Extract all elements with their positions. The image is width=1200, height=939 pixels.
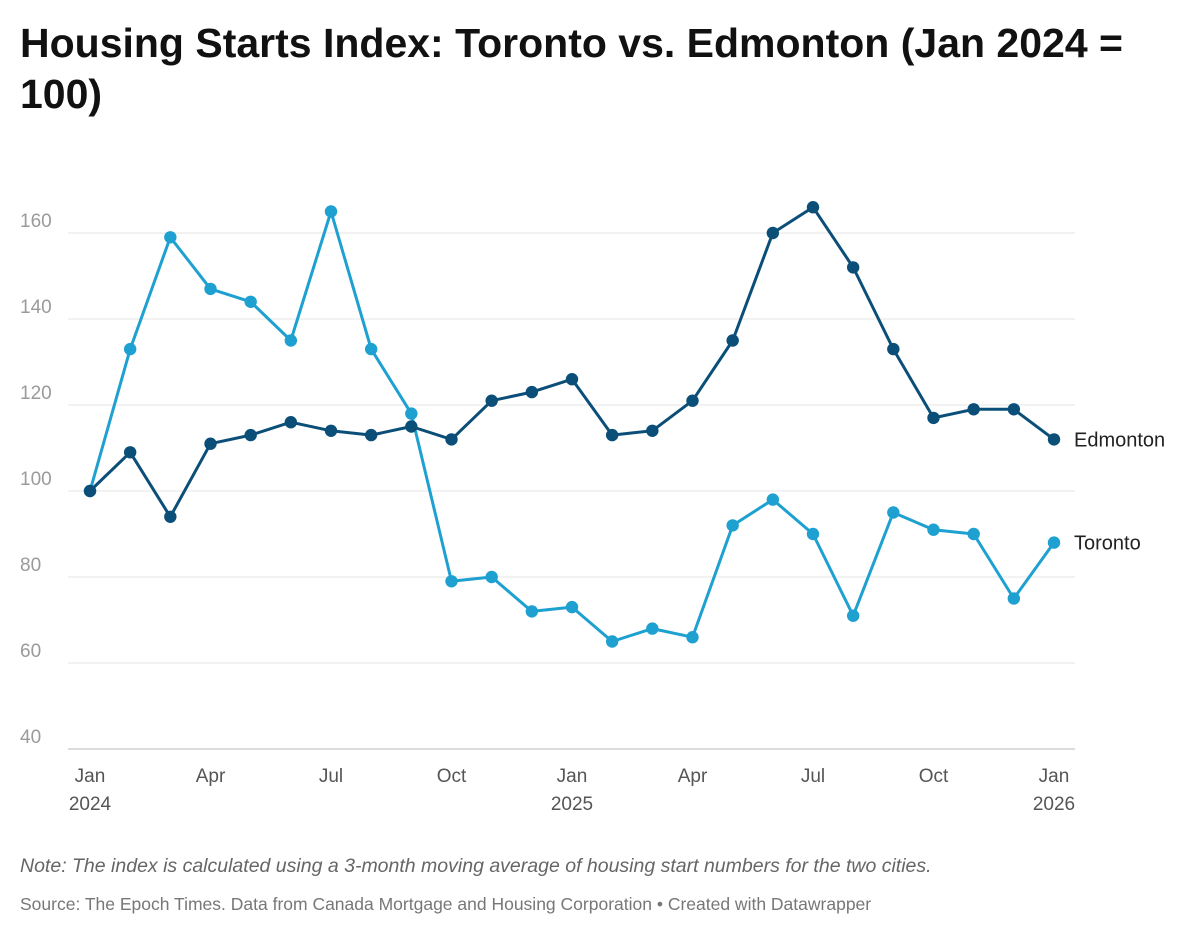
y-tick-label: 40 (20, 727, 41, 748)
y-tick-label: 80 (20, 555, 41, 576)
point-edmonton (1007, 403, 1021, 416)
point-edmonton (445, 433, 458, 446)
line-edmonton (88, 205, 1056, 519)
point-toronto (927, 523, 940, 536)
point-edmonton (204, 437, 217, 450)
point-edmonton (164, 510, 177, 523)
series-label-toronto: Toronto (1074, 533, 1141, 555)
point-edmonton (766, 226, 780, 240)
point-edmonton (244, 428, 257, 442)
series-edmonton: Edmonton (83, 201, 1165, 523)
point-toronto (1047, 536, 1061, 549)
series-toronto: Toronto (83, 205, 1141, 648)
point-edmonton (726, 334, 739, 347)
point-toronto (646, 622, 659, 635)
x-tick-year-label: 2025 (551, 794, 593, 815)
point-edmonton (646, 424, 659, 437)
point-toronto (1007, 592, 1021, 605)
y-axis: 40 60 80 100 120 140 160 (20, 211, 52, 748)
point-edmonton (405, 420, 418, 433)
x-tick-label: Jan (1039, 766, 1070, 787)
point-toronto (164, 231, 177, 244)
point-toronto (204, 282, 217, 296)
point-edmonton (686, 394, 699, 407)
point-edmonton (525, 385, 539, 399)
point-toronto (806, 527, 820, 541)
point-edmonton (605, 428, 619, 442)
point-toronto (324, 205, 338, 218)
point-edmonton (324, 424, 338, 437)
y-tick-label: 160 (20, 211, 52, 232)
chart-title: Housing Starts Index: Toronto vs. Edmont… (20, 20, 1123, 117)
chart-note: Note: The index is calculated using a 3-… (20, 855, 932, 877)
series-group: Toronto Edmonton (83, 201, 1165, 648)
point-toronto (686, 631, 699, 644)
point-toronto (887, 506, 900, 519)
y-tick-label: 60 (20, 641, 41, 662)
series-label-edmonton: Edmonton (1074, 429, 1165, 451)
x-tick-label: Jan (557, 766, 588, 787)
x-tick-label: Oct (437, 766, 467, 787)
point-toronto (525, 605, 539, 618)
point-edmonton (123, 446, 137, 459)
point-toronto (846, 609, 860, 622)
point-toronto (967, 527, 980, 541)
point-toronto (485, 570, 498, 584)
x-tick-label: Apr (196, 766, 226, 787)
point-edmonton (887, 342, 900, 356)
point-edmonton (83, 484, 97, 498)
point-edmonton (967, 403, 980, 416)
point-toronto (766, 493, 780, 506)
point-toronto (364, 342, 378, 356)
y-tick-label: 140 (20, 297, 52, 318)
point-toronto (284, 334, 298, 347)
x-axis: Jan 2024 Apr Jul Oct Jan 2025 Apr Jul Oct Jan 2026 (69, 766, 1075, 815)
point-edmonton (1047, 433, 1061, 446)
point-edmonton (565, 373, 579, 386)
point-toronto (565, 600, 579, 614)
point-toronto (605, 635, 619, 648)
point-edmonton (806, 201, 820, 214)
y-tick-label: 100 (20, 469, 52, 490)
x-tick-year-label: 2024 (69, 794, 112, 815)
x-tick-label: Apr (678, 766, 708, 787)
point-toronto (445, 575, 458, 588)
point-edmonton (364, 428, 378, 442)
point-edmonton (485, 394, 498, 407)
grid-lines (68, 232, 1075, 750)
x-tick-label: Jul (319, 766, 343, 787)
x-tick-label: Oct (919, 766, 949, 787)
x-tick-label: Jul (801, 766, 825, 787)
x-tick-year-label: 2026 (1033, 794, 1075, 815)
point-edmonton (927, 411, 940, 425)
y-tick-label: 120 (20, 383, 52, 404)
chart-source: Source: The Epoch Times. Data from Canad… (20, 894, 872, 914)
point-toronto (726, 519, 739, 532)
point-edmonton (284, 416, 298, 429)
point-edmonton (846, 261, 860, 274)
point-toronto (123, 342, 137, 356)
x-tick-label: Jan (75, 766, 106, 787)
point-toronto (244, 295, 257, 308)
point-toronto (405, 407, 418, 420)
